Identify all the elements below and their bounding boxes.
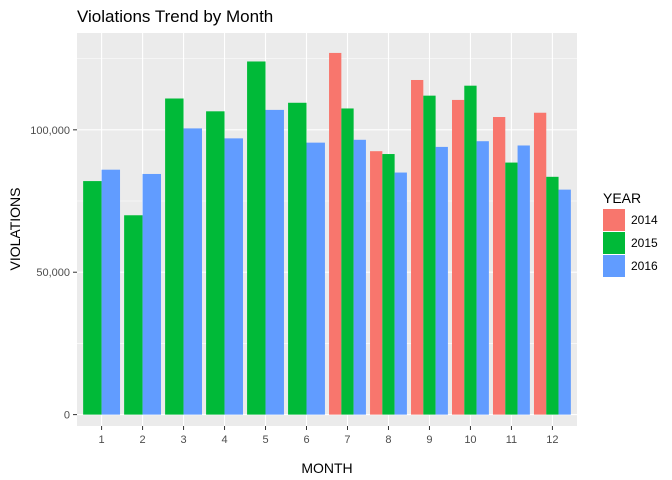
bar-2015-month-3 [165, 98, 184, 415]
bar-2016-month-12 [558, 189, 571, 415]
x-axis-ticks: 1 2 3 4 5 6 7 8 9 10 11 12 [99, 426, 559, 446]
bar-2015-month-8 [382, 154, 395, 415]
bar-2015-month-4 [206, 111, 225, 415]
bar-2015-month-5 [247, 61, 266, 415]
bar-2016-month-1 [101, 169, 121, 415]
bar-2015-month-6 [288, 102, 307, 415]
bar-2015-month-11 [505, 162, 518, 415]
bar-2015-month-1 [83, 181, 102, 415]
x-tick-label: 9 [426, 434, 432, 446]
x-tick-label: 11 [506, 434, 517, 446]
bars [83, 52, 571, 415]
y-axis-title: VIOLATIONS [7, 188, 23, 271]
legend-label-2014: 2014 [631, 213, 658, 227]
bar-2016-month-7 [353, 139, 366, 415]
bar-2014-month-8 [370, 151, 383, 415]
y-axis-ticks: 0 50,000 100,000 [30, 125, 77, 422]
x-tick-label: 1 [99, 434, 105, 446]
x-tick-label: 10 [464, 434, 476, 446]
bar-2015-month-12 [546, 176, 559, 415]
legend-swatch-2016 [603, 255, 625, 277]
bar-2016-month-2 [142, 173, 162, 415]
x-axis-title: MONTH [301, 460, 352, 476]
bar-2015-month-9 [423, 95, 436, 415]
bar-2014-month-9 [411, 79, 424, 415]
y-tick-label: 100,000 [30, 125, 70, 137]
legend: YEAR 2014 2015 2016 [603, 190, 658, 277]
legend-label-2015: 2015 [631, 236, 658, 250]
x-tick-label: 7 [344, 434, 350, 446]
y-tick-label: 0 [64, 410, 70, 422]
x-tick-label: 3 [180, 434, 186, 446]
bar-2016-month-10 [476, 141, 489, 415]
x-tick-label: 8 [385, 434, 391, 446]
x-tick-label: 4 [221, 434, 227, 446]
bar-2015-month-10 [464, 85, 477, 415]
legend-swatch-2015 [603, 232, 625, 254]
bar-2016-month-4 [224, 138, 243, 415]
bar-2016-month-11 [517, 145, 530, 415]
y-tick-label: 50,000 [36, 267, 70, 279]
x-tick-label: 6 [303, 434, 309, 446]
bar-2015-month-7 [341, 108, 354, 415]
bar-2015-month-2 [124, 215, 143, 415]
bar-2014-month-11 [492, 117, 506, 415]
x-tick-label: 12 [546, 434, 558, 446]
bar-2016-month-6 [306, 142, 325, 415]
bar-2016-month-3 [183, 128, 202, 415]
legend-label-2016: 2016 [631, 259, 658, 273]
bar-2016-month-5 [265, 109, 284, 415]
bar-2014-month-12 [533, 112, 547, 415]
x-tick-label: 5 [262, 434, 268, 446]
bar-2014-month-7 [329, 52, 342, 415]
x-tick-label: 2 [140, 434, 146, 446]
chart-title: Violations Trend by Month [77, 7, 273, 26]
legend-swatch-2014 [603, 209, 625, 231]
bar-2016-month-9 [435, 146, 448, 415]
bar-2016-month-8 [394, 172, 407, 415]
legend-title: YEAR [603, 190, 641, 206]
bar-2014-month-10 [452, 99, 465, 415]
